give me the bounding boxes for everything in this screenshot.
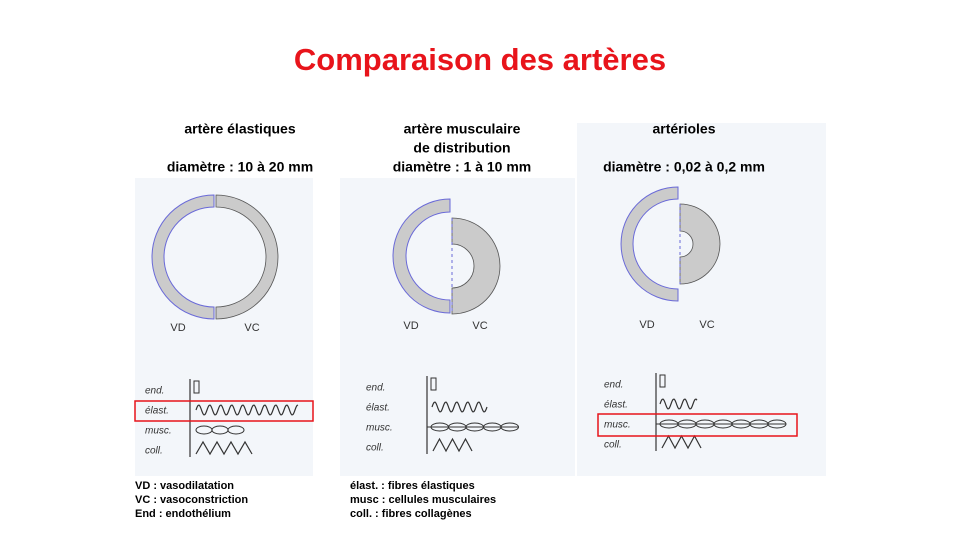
endothelium: [193, 380, 200, 394]
layer-label: élast.: [145, 406, 169, 417]
muscle-cell: [767, 419, 787, 429]
vessel-vc: [451, 217, 501, 315]
vessel-vd: [151, 194, 215, 320]
layer-label: end.: [145, 386, 164, 397]
layer-label: coll.: [604, 440, 622, 451]
elastic-fibers: [431, 401, 488, 413]
muscle-cell: [500, 422, 519, 432]
collagen-fibers: [432, 437, 473, 453]
column-diameter: diamètre : 10 à 20 mm: [167, 159, 313, 175]
highlight-box: [597, 413, 798, 437]
state-label: VD: [639, 319, 654, 331]
column-title: artérioles: [652, 121, 715, 137]
column-title: artère élastiques: [184, 121, 295, 137]
vessel-vd: [392, 198, 451, 314]
muscle-cell: [227, 425, 245, 435]
layer-label: end.: [366, 383, 385, 394]
vessel-vd: [620, 186, 679, 302]
endothelium: [659, 374, 666, 388]
highlight-box: [134, 400, 314, 422]
vessel-vc: [215, 194, 279, 320]
panel-bg: [577, 123, 826, 476]
collagen-fibers: [195, 440, 253, 456]
note: VC : vasoconstriction: [135, 494, 248, 506]
layer-label: coll.: [145, 446, 163, 457]
note: élast. : fibres élastiques: [350, 480, 475, 492]
column-diameter: diamètre : 0,02 à 0,2 mm: [603, 159, 765, 175]
layer-label: musc.: [604, 420, 631, 431]
state-label: VC: [472, 320, 487, 332]
column-title: artère musculaire: [404, 121, 521, 137]
column-title: de distribution: [413, 140, 510, 156]
note: musc : cellules musculaires: [350, 494, 496, 506]
note: coll. : fibres collagènes: [350, 508, 472, 520]
layer-label: coll.: [366, 443, 384, 454]
column-diameter: diamètre : 1 à 10 mm: [393, 159, 532, 175]
state-label: VD: [403, 320, 418, 332]
endothelium: [430, 377, 437, 391]
title: Comparaison des artères: [294, 42, 666, 77]
layer-label: élast.: [366, 403, 390, 414]
state-label: VC: [699, 319, 714, 331]
state-label: VC: [244, 322, 259, 334]
note: VD : vasodilatation: [135, 480, 234, 492]
layer-label: musc.: [145, 426, 172, 437]
layer-label: élast.: [604, 400, 628, 411]
note: End : endothélium: [135, 508, 231, 520]
layer-label: end.: [604, 380, 623, 391]
state-label: VD: [170, 322, 185, 334]
vessel-vc: [679, 203, 721, 285]
elastic-fibers: [195, 404, 299, 416]
layer-label: musc.: [366, 423, 393, 434]
elastic-fibers: [659, 398, 698, 410]
